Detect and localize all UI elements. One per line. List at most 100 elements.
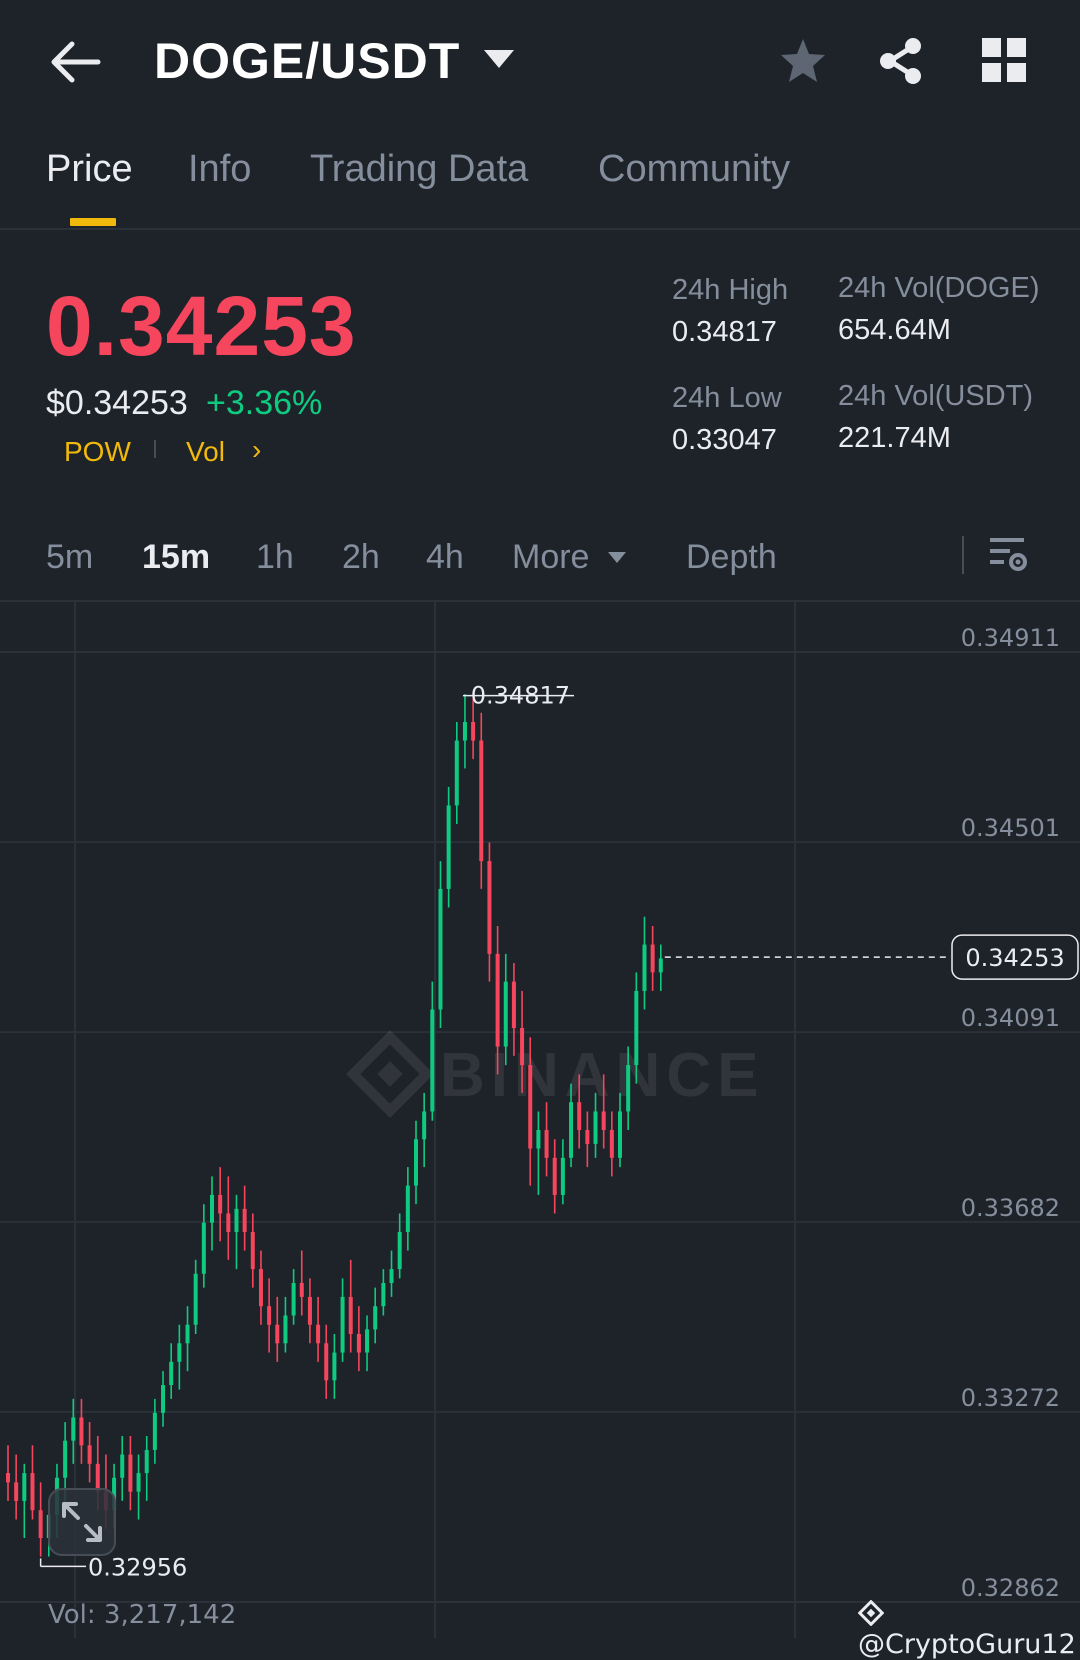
candle — [397, 1213, 402, 1279]
interval-1h[interactable]: 1h — [256, 538, 294, 576]
candle — [365, 1315, 370, 1372]
candle — [71, 1398, 76, 1464]
candle — [479, 712, 484, 889]
candle — [169, 1343, 174, 1399]
stat-vol-base-label: 24h Vol(DOGE) — [838, 272, 1040, 304]
candle — [340, 1278, 345, 1362]
tag-separator — [154, 440, 156, 458]
interval-15m[interactable]: 15m — [142, 538, 211, 576]
candle — [348, 1259, 353, 1353]
candle — [454, 722, 459, 825]
tabs-divider — [0, 228, 1080, 230]
candle — [210, 1176, 214, 1251]
stat-high-value: 0.34817 — [672, 316, 777, 348]
interval-2h[interactable]: 2h — [342, 538, 380, 576]
candle — [569, 1083, 574, 1168]
price-axis-label: 0.32862 — [961, 1574, 1060, 1602]
candle — [511, 963, 516, 1056]
candle — [536, 1111, 541, 1195]
tab-price[interactable]: Price — [46, 148, 133, 190]
chart-top-divider — [0, 600, 1080, 602]
star-icon[interactable] — [778, 36, 828, 86]
candle — [161, 1371, 166, 1427]
candle — [495, 926, 500, 1075]
candle — [258, 1250, 263, 1325]
interval-more[interactable]: More — [512, 538, 590, 576]
chart-annotations: 0.34817 0.32956 0.34253 — [39, 682, 1079, 1581]
interval-4h[interactable]: 4h — [426, 538, 464, 576]
candle — [503, 953, 508, 1066]
candle — [528, 1037, 533, 1186]
candle — [577, 1074, 582, 1149]
candle — [22, 1463, 27, 1539]
price-axis-label: 0.34911 — [961, 624, 1060, 652]
tab-info[interactable]: Info — [188, 148, 252, 190]
candle — [487, 842, 492, 982]
stat-vol-quote-value: 221.74M — [838, 422, 951, 454]
candlestick-chart[interactable]: BINANCE 0.34911 0.34501 0.34091 0.33682 0.33… — [0, 602, 1080, 1638]
low-annotation-label: 0.32956 — [88, 1553, 187, 1581]
candle — [63, 1422, 68, 1501]
more-caret-icon[interactable] — [608, 552, 626, 563]
price-axis-label: 0.34501 — [961, 814, 1060, 842]
candle — [373, 1287, 378, 1344]
grid-icon[interactable] — [982, 38, 1026, 82]
candles — [6, 694, 663, 1557]
current-price-label: 0.34253 — [965, 944, 1064, 972]
stat-vol-base-value: 654.64M — [838, 314, 951, 346]
candle — [218, 1167, 223, 1242]
candle — [471, 698, 476, 760]
price-axis-label: 0.34091 — [961, 1004, 1060, 1032]
candle — [307, 1278, 312, 1344]
chart-settings-icon[interactable] — [988, 536, 1028, 576]
candle — [462, 694, 467, 769]
candle — [152, 1398, 157, 1464]
candle — [618, 1092, 622, 1168]
candle — [144, 1436, 149, 1501]
candle — [324, 1324, 329, 1399]
tag-pow[interactable]: POW — [64, 436, 131, 467]
candle — [414, 1120, 418, 1205]
candle — [177, 1324, 182, 1390]
candle — [79, 1398, 84, 1464]
candle — [650, 926, 655, 991]
caret-down-icon[interactable] — [484, 50, 514, 68]
tag-vol[interactable]: Vol — [186, 436, 225, 467]
stat-low-value: 0.33047 — [672, 424, 777, 456]
candle — [6, 1445, 10, 1501]
pair-title[interactable]: DOGE/USDT — [154, 33, 461, 89]
price-axis-label: 0.33682 — [961, 1194, 1060, 1222]
expand-icon[interactable] — [48, 1488, 116, 1556]
high-annotation-label: 0.34817 — [471, 682, 570, 710]
chevron-right-icon[interactable]: › — [252, 434, 262, 465]
stat-vol-quote-label: 24h Vol(USDT) — [838, 380, 1034, 412]
candle — [201, 1204, 206, 1288]
candle — [234, 1194, 239, 1270]
candle — [560, 1139, 565, 1205]
binance-logo-icon — [857, 1599, 885, 1627]
stat-low-label: 24h Low — [672, 382, 782, 414]
candle — [267, 1278, 272, 1353]
candle — [634, 972, 639, 1084]
candle — [242, 1185, 247, 1251]
interval-5m[interactable]: 5m — [46, 538, 94, 576]
usd-price: $0.34253 — [46, 384, 188, 422]
last-price: 0.34253 — [46, 279, 357, 373]
price-axis: 0.34911 0.34501 0.34091 0.33682 0.33272 0.328… — [961, 624, 1060, 1602]
candle — [136, 1454, 141, 1520]
interval-depth[interactable]: Depth — [686, 538, 777, 576]
candle — [430, 981, 435, 1121]
intervals-separator — [962, 536, 964, 574]
candle — [38, 1482, 43, 1557]
candle — [658, 944, 663, 991]
candle — [193, 1259, 198, 1335]
candle — [381, 1269, 386, 1316]
share-icon[interactable] — [876, 36, 926, 86]
back-arrow-icon[interactable] — [48, 38, 104, 86]
candle — [87, 1422, 92, 1483]
candle — [585, 1111, 590, 1168]
stat-high-label: 24h High — [672, 274, 789, 306]
candle — [356, 1306, 361, 1372]
tab-community[interactable]: Community — [598, 148, 791, 190]
tab-trading-data[interactable]: Trading Data — [310, 148, 529, 190]
